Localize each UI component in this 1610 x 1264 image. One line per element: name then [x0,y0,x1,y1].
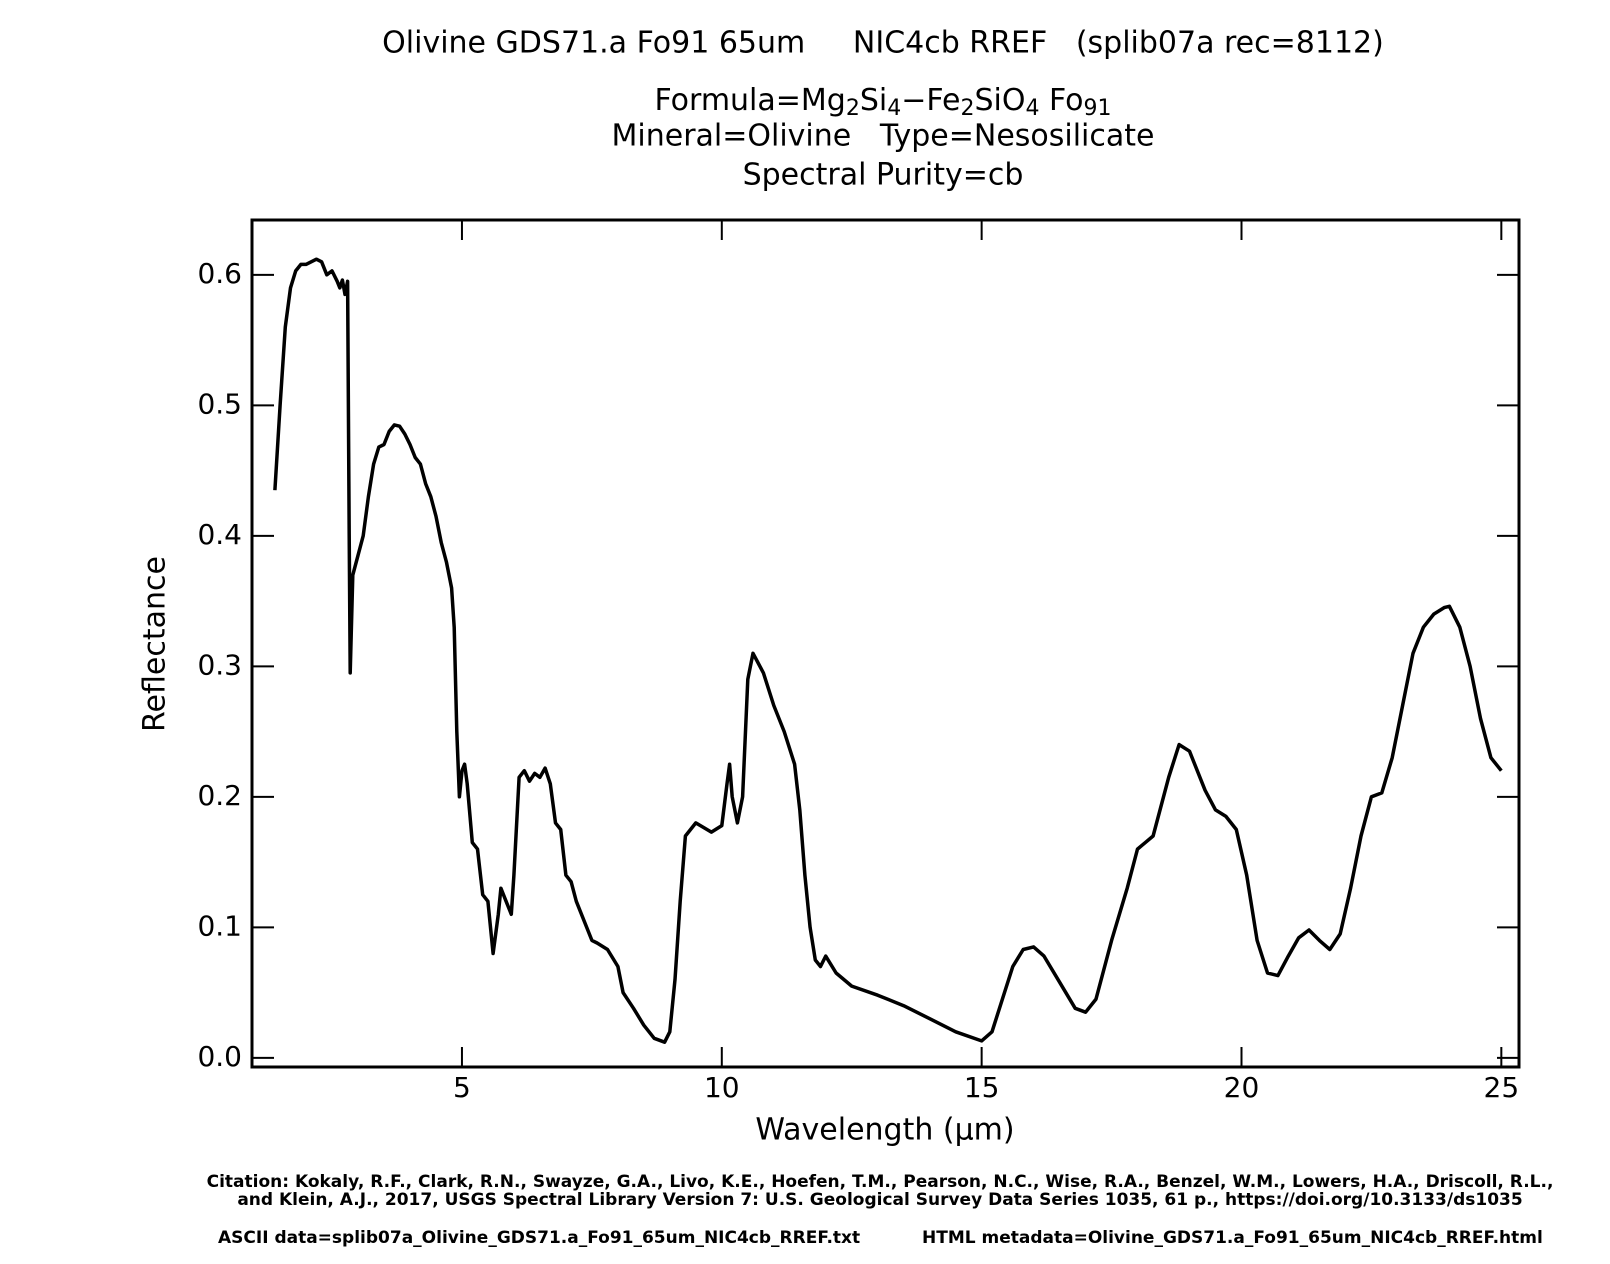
subtitle: Spectral Purity=cb [743,158,1024,193]
html-metadata: HTML metadata=Olivine_GDS71.a_Fo91_65um_… [922,1228,1543,1248]
formula-part: Formula=Mg [654,83,845,118]
y-tick-label: 0.0 [197,1040,242,1073]
y-tick-label: 0.4 [197,518,242,551]
subscript: 2 [846,96,860,121]
formula-part: Fo [1039,83,1083,118]
subscript: 4 [1025,96,1039,121]
y-axis-label: Reflectance [138,556,173,732]
x-tick-label: 20 [1224,1071,1260,1104]
formula-part: −Fe [901,83,960,118]
x-tick-label: 10 [704,1071,740,1104]
y-tick-label: 0.1 [197,909,242,942]
formula-part: Si [860,83,887,118]
y-tick-label: 0.2 [197,779,242,812]
x-axis-label: Wavelength (μm) [755,1113,1014,1148]
formula: Formula=Mg2Si4−Fe2SiO4 Fo91 [654,83,1111,122]
y-tick-label: 0.5 [197,387,242,420]
subscript: 91 [1084,96,1112,121]
citation: Citation: Kokaly, R.F., Clark, R.N., Swa… [207,1172,1554,1192]
subtitle: Mineral=Olivine Type=Nesosilicate [612,119,1155,154]
x-tick-label: 15 [964,1071,1000,1104]
formula-part: SiO [974,83,1025,118]
subscript: 2 [960,96,974,121]
y-tick-label: 0.3 [197,648,242,681]
chart-title: Olivine GDS71.a Fo91 65um NIC4cb RREF (s… [382,26,1384,61]
x-tick-label: 5 [453,1071,471,1104]
citation: and Klein, A.J., 2017, USGS Spectral Lib… [237,1190,1522,1210]
ascii-data: ASCII data=splib07a_Olivine_GDS71.a_Fo91… [218,1228,860,1248]
subscript: 4 [887,96,901,121]
x-tick-label: 25 [1484,1071,1520,1104]
y-tick-label: 0.6 [197,257,242,290]
spectrum-line [273,257,1503,1044]
plot-frame [250,218,1521,1069]
